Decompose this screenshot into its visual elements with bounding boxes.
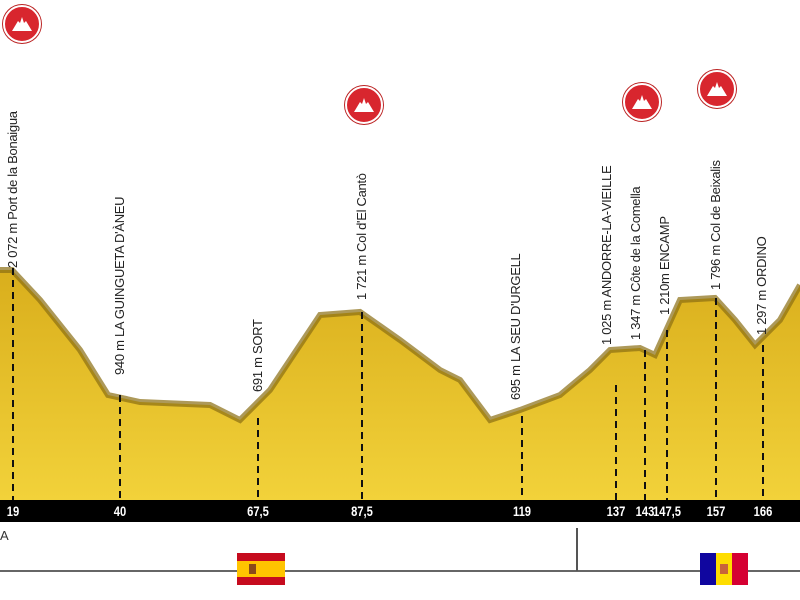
km-tick-label: 157 bbox=[706, 503, 726, 519]
km-tick-label: 87,5 bbox=[351, 503, 373, 519]
waypoint-label: 1 347 m Côte de la Comella bbox=[628, 186, 643, 340]
mountain-climb-icon bbox=[345, 86, 383, 124]
terrain-ridge bbox=[0, 267, 800, 424]
waypoint-label: 1 025 m ANDORRE-LA-VIEILLE bbox=[599, 165, 614, 345]
km-tick-label: 147,5 bbox=[652, 503, 682, 519]
km-tick-label: 143 bbox=[635, 503, 655, 519]
waypoint-label: 2 072 m Port de la Bonaigua bbox=[5, 111, 20, 268]
km-tick-label: 40 bbox=[113, 503, 127, 519]
waypoint-label: 691 m SORT bbox=[250, 319, 265, 392]
km-tick-label: 19 bbox=[6, 503, 20, 519]
km-tick-label: 166 bbox=[753, 503, 773, 519]
km-axis-bar bbox=[0, 500, 800, 522]
mountain-climb-icon bbox=[3, 5, 41, 43]
spain-flag bbox=[237, 553, 285, 585]
km-tick-label: 119 bbox=[512, 503, 532, 519]
mountain-climb-icon bbox=[698, 70, 736, 108]
waypoint-label: 695 m LA SEU D'URGELL bbox=[508, 253, 523, 400]
mountain-climb-icon bbox=[623, 83, 661, 121]
waypoint-label: 1 297 m ORDINO bbox=[754, 236, 769, 335]
km-tick-label: 67,5 bbox=[247, 503, 269, 519]
andorra-flag bbox=[700, 553, 748, 585]
terrain-area bbox=[0, 270, 800, 500]
waypoint-label: 1 796 m Col de Beixalis bbox=[708, 160, 723, 290]
waypoint-label: 1 721 m Col d'El Cantò bbox=[354, 173, 369, 300]
waypoint-label: 940 m LA GUINGUETA D'ÀNEU bbox=[112, 196, 127, 375]
km-tick-label: 137 bbox=[606, 503, 626, 519]
waypoint-label: 1 210m ENCAMP bbox=[657, 216, 672, 315]
region-label: A bbox=[0, 528, 9, 543]
